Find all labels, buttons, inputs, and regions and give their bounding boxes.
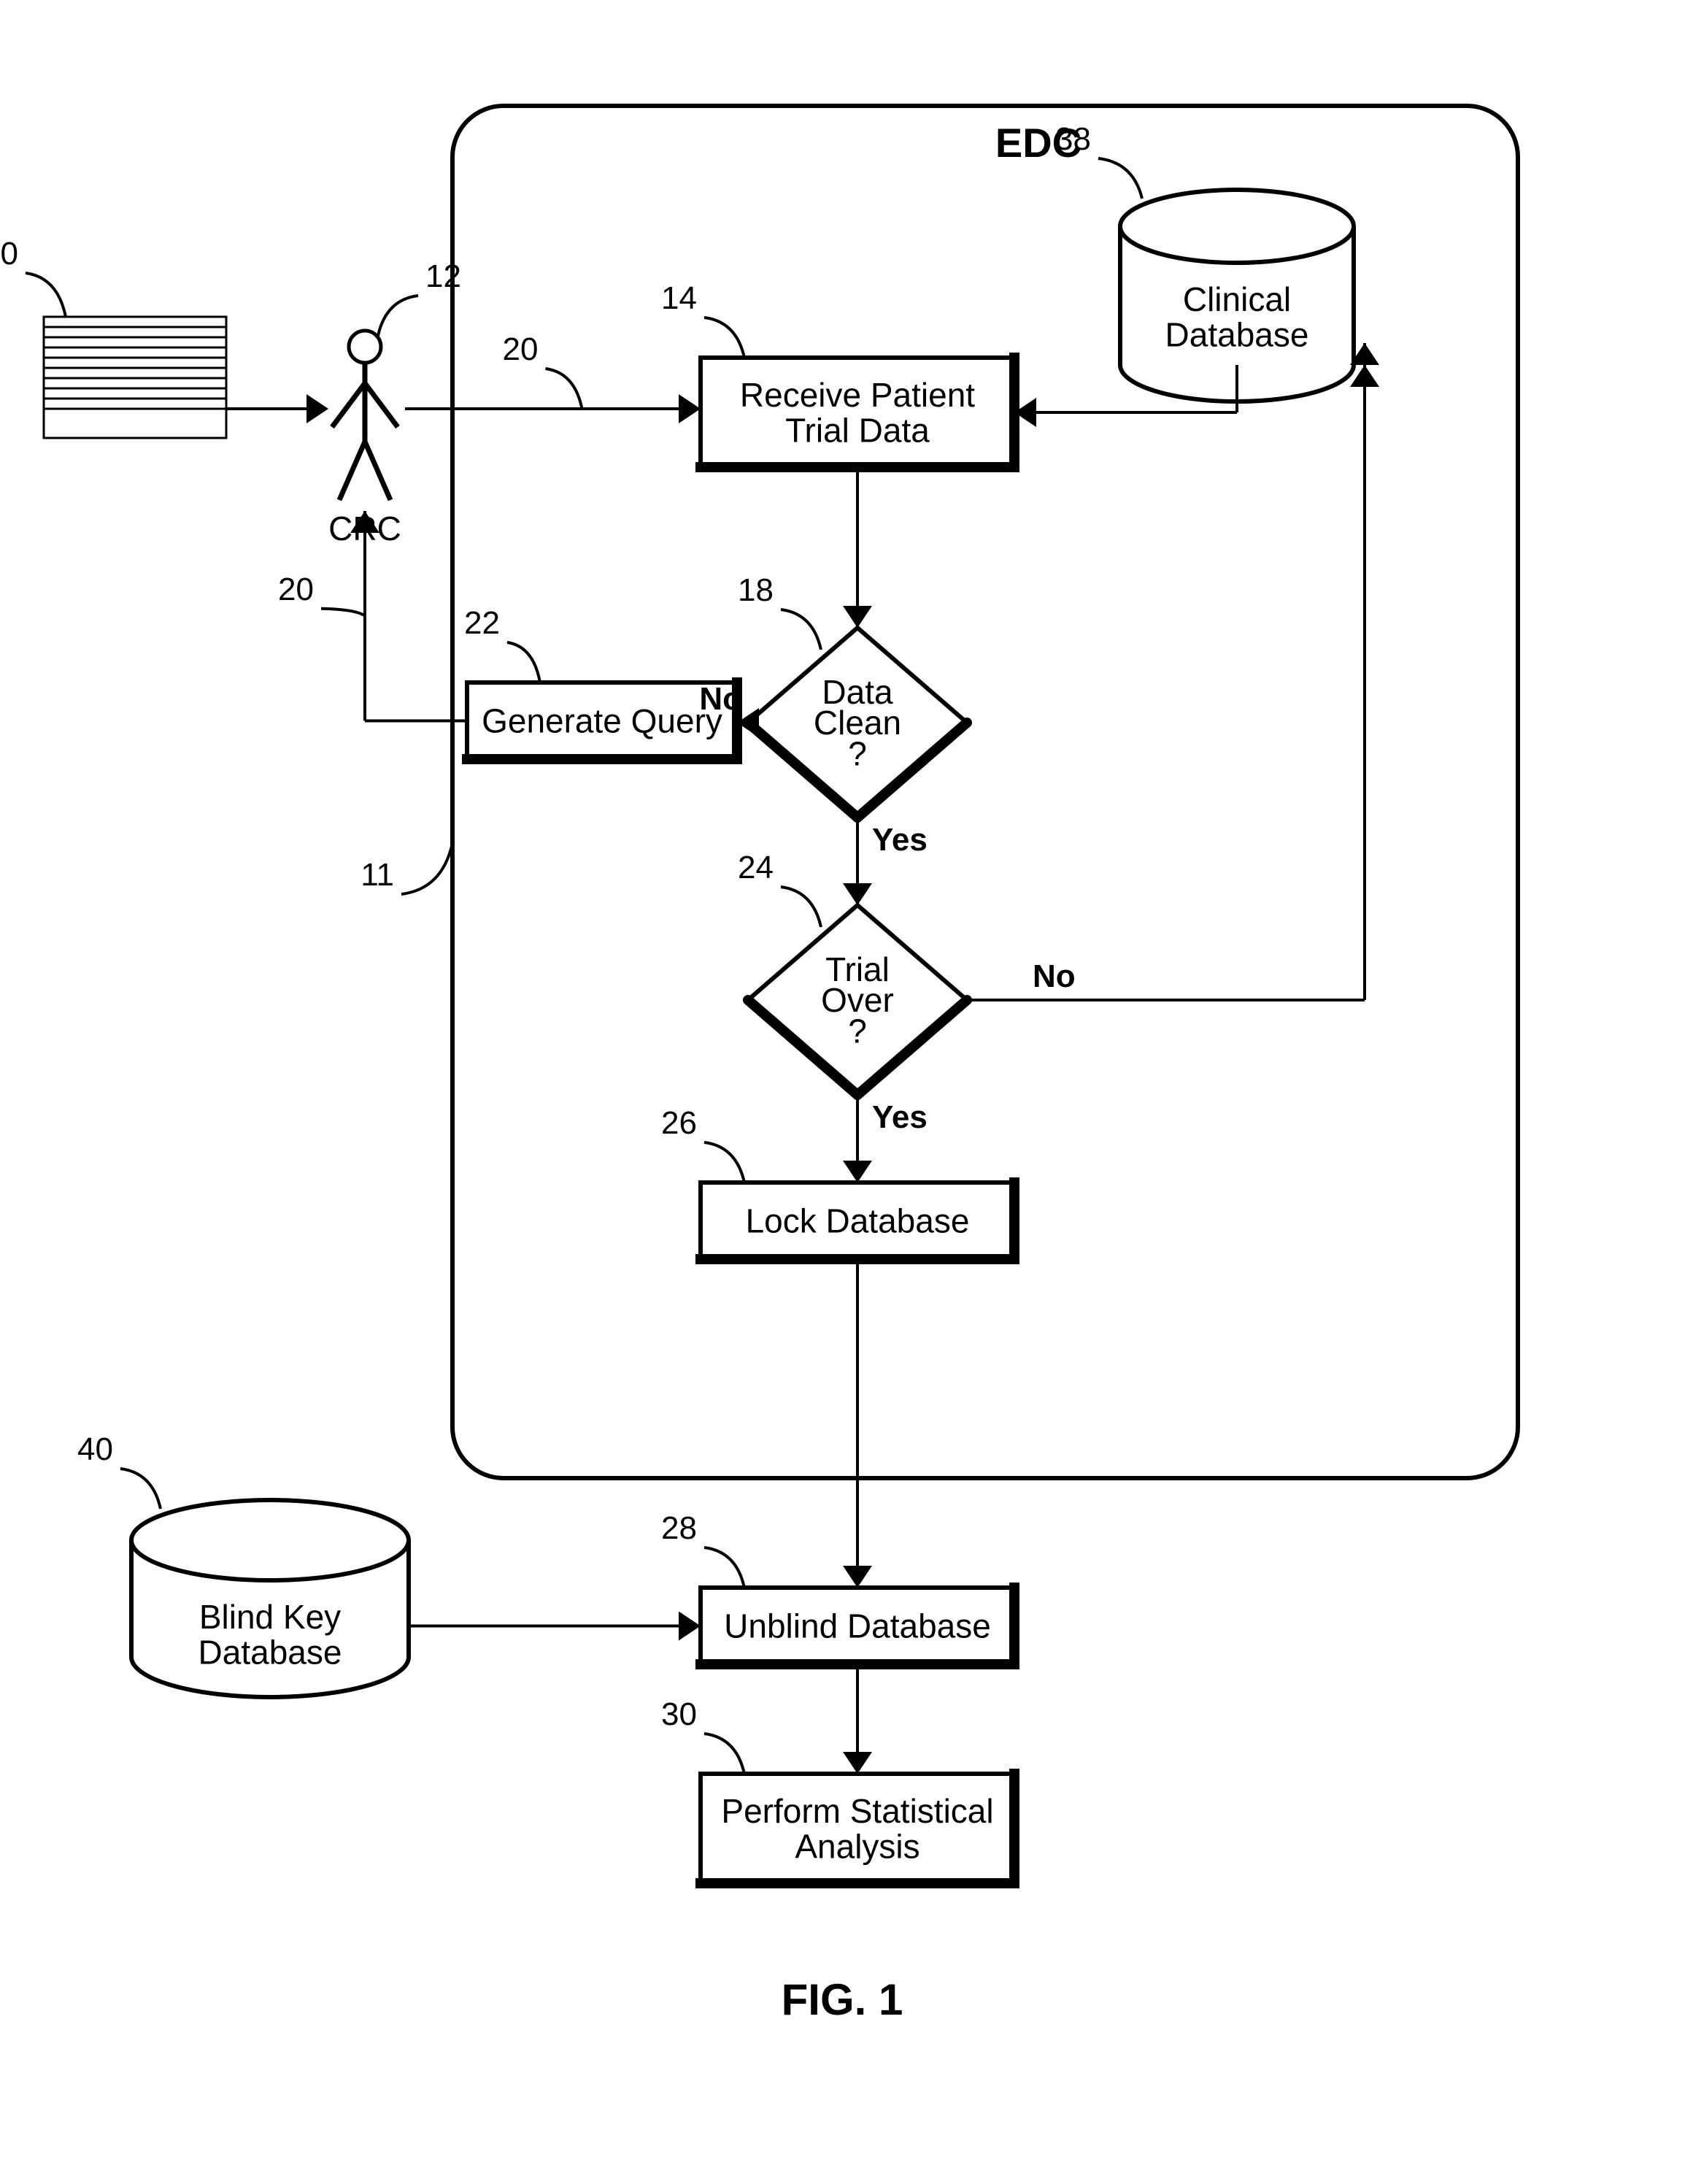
blind-key-database-label: Database [198,1633,342,1671]
lock-database-label: Lock Database [746,1202,970,1240]
receive-patient-data-label: Trial Data [785,411,930,449]
edc-container [452,106,1518,1478]
ref-26: 26 [661,1105,697,1141]
ref-11: 11 [360,857,394,893]
clinical-database-label: Clinical [1183,280,1291,318]
blind-key-database-label: Blind Key [199,1598,341,1636]
crc-person-icon [332,331,398,500]
label-yes-2: Yes [872,1099,928,1135]
paper-stack-icon [44,317,226,438]
receive-patient-data: Receive PatientTrial Data [701,358,1014,467]
receive-patient-data-label: Receive Patient [740,376,975,414]
trial-over-decision: TrialOver? [748,905,967,1095]
ref-20: 20 [278,572,314,607]
ref-38: 38 [1055,121,1091,157]
blind-key-database: Blind KeyDatabase [131,1500,409,1697]
perform-statistical-analysis-label: Analysis [795,1827,919,1865]
ref-24: 24 [738,850,774,885]
ref-18: 18 [738,572,774,608]
label-no: No [699,681,742,717]
ref-20: 20 [503,331,539,367]
label-yes: Yes [872,822,928,858]
generate-query: Generate Query [467,682,737,759]
ref-22: 22 [464,605,500,641]
ref-40: 40 [77,1431,113,1467]
figure-title: FIG. 1 [782,1975,903,2024]
ref-12: 12 [425,258,461,294]
perform-statistical-analysis-label: Perform Statistical [721,1792,993,1830]
generate-query-label: Generate Query [482,702,722,740]
ref-10: 10 [0,236,18,272]
label-no-2: No [1033,958,1076,994]
ref-30: 30 [661,1696,697,1732]
clinical-database-label: Database [1165,315,1309,353]
data-clean-decision-label: ? [848,734,867,772]
unblind-database-label: Unblind Database [724,1607,991,1645]
trial-over-decision-label: ? [848,1012,867,1050]
ref-14: 14 [661,280,697,316]
lock-database: Lock Database [701,1183,1014,1259]
data-clean-decision: DataClean? [748,628,967,818]
perform-statistical-analysis: Perform StatisticalAnalysis [701,1774,1014,1883]
unblind-database: Unblind Database [701,1588,1014,1664]
ref-28: 28 [661,1510,697,1546]
